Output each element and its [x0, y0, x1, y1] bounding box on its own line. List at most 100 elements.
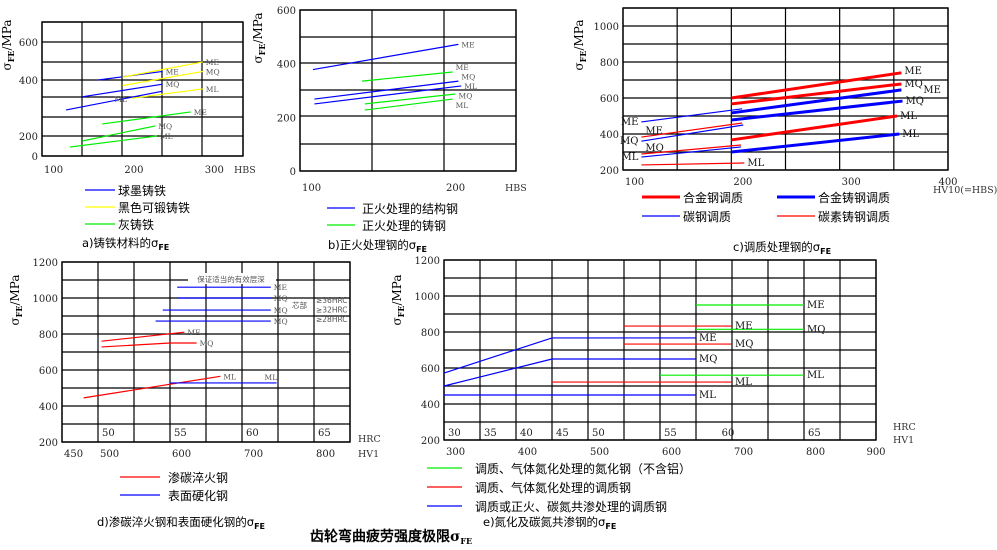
grid [41, 21, 244, 157]
annotation-bg [188, 273, 276, 284]
x-tick-label: 700 [734, 447, 753, 458]
y-tick-label: 1000 [33, 294, 58, 305]
curve-me [731, 71, 902, 100]
legend-item: 调质、气体氮化处理的调质钢 [427, 480, 631, 495]
y-axis-label-subscript: FE [396, 306, 406, 318]
y-tick-label: 600 [600, 94, 619, 105]
curve-mq [122, 70, 203, 87]
caption: b)正火处理钢的σFE [328, 238, 427, 254]
curve-mq [641, 124, 744, 142]
hrc-tick-label: 50 [592, 428, 605, 439]
x-tick-label: 300 [446, 447, 465, 458]
caption-text: c)调质处理钢的σ [733, 240, 820, 254]
grid [622, 7, 949, 171]
grade-label: MQ [274, 317, 288, 326]
x-tick-label: 600 [662, 447, 681, 458]
grid [299, 9, 517, 172]
curve-mq [443, 358, 696, 387]
y-tick-label: 0 [290, 167, 296, 178]
y-axis-label: σFE/MPa [8, 274, 24, 325]
curve-ml [66, 90, 163, 111]
legend-label: 渗碳淬火钢 [168, 470, 228, 485]
caption-subscript: FE [605, 522, 616, 531]
series-1: ME MQ ML [66, 67, 179, 111]
x-tick-label: 300 [842, 177, 861, 188]
legend-label: 表面硬化钢 [168, 489, 228, 503]
curve-ml [314, 85, 462, 105]
hrc-tick-label: 30 [448, 428, 461, 439]
x-tick-label: 100 [625, 177, 644, 188]
x-tick-label: 400 [938, 177, 957, 188]
x-axis-label: HV10(=HBS) [933, 185, 997, 196]
y-axis-label: σFE/MPa [390, 274, 406, 325]
grade-label: ML [114, 95, 127, 104]
x-tick-label: 500 [590, 447, 609, 458]
hrc-tick-label: 65 [808, 428, 821, 439]
caption: a)铸铁材料的σFE [82, 236, 169, 252]
legend-item: 调质、气体氮化处理的氮化钢（不含铝） [427, 461, 691, 476]
grade-label: ML [735, 377, 752, 388]
legend-item: 球墨铸铁 [85, 183, 166, 198]
legend-item: 碳钢调质 [642, 210, 731, 224]
x-tick-label: 500 [100, 449, 119, 460]
grade-label: ME [904, 66, 922, 77]
y-axis-label-unit: /MPa [390, 274, 404, 305]
x-axis-label: HBS [234, 165, 256, 176]
curve-me [443, 337, 696, 374]
grade-label: MQ [158, 122, 172, 131]
legend-label: 黑色可锻铸铁 [118, 200, 190, 215]
legend-item: 正火处理的铸钢 [327, 218, 446, 233]
series-3: ME MQ ML [443, 333, 717, 401]
grade-label: ML [160, 132, 173, 141]
legend-item: 碳素铸钢调质 [777, 209, 890, 224]
legend-item: 表面硬化钢 [120, 489, 228, 503]
series-1: ME MQ ML [660, 300, 825, 381]
x-tick-label: 200 [446, 183, 465, 194]
legend-item: 渗碳淬火钢 [120, 470, 228, 485]
curve-mq [641, 144, 742, 155]
curve-mq [731, 82, 902, 106]
series-4: ME MQ ML [641, 122, 765, 169]
grade-label: ML [747, 158, 764, 169]
legend-item: 合金铸钢调质 [777, 190, 890, 205]
x-axis-label: HV1 [893, 435, 914, 446]
grade-label: ME [166, 67, 179, 76]
grade-label: ME [187, 328, 200, 337]
y-tick-label: 400 [421, 400, 440, 411]
y-tick-label: 200 [600, 166, 619, 177]
caption-text: d)渗碳淬火钢和表面硬化钢的σ [97, 515, 254, 529]
curve-me [122, 61, 203, 78]
y-tick-label: 1200 [33, 258, 58, 269]
y-tick-label: 200 [277, 113, 296, 124]
y-tick-label: 1000 [415, 292, 440, 303]
y-tick-label: 400 [600, 130, 619, 141]
y-axis-label-unit: /MPa [0, 19, 14, 50]
y-tick-label: 200 [19, 132, 38, 143]
curve-mq [82, 125, 156, 142]
chart-e: 200 400 600 800 1000 1200 300 400 500 600 700 800 90… [390, 256, 916, 531]
hrc-tick-label: 35 [484, 428, 497, 439]
grade-label: MQ [274, 306, 288, 315]
legend-label: 正火处理的铸钢 [362, 218, 446, 233]
core-label: 芯部 [292, 300, 307, 310]
x-tick-label: 100 [302, 183, 321, 194]
grade-label: ML [699, 390, 716, 401]
y-axis-label-text: σ [390, 317, 404, 325]
legend-item: 调质或正火、碳氮共渗处理的调质钢 [427, 499, 667, 514]
y-tick-label: 600 [19, 38, 38, 49]
grade-label: MQ [699, 354, 717, 365]
hrc-tick-label: 60 [246, 428, 259, 439]
y-axis-label-text: σ [8, 317, 22, 325]
x-tick-label: 300 [205, 165, 224, 176]
y-tick-label: 1000 [594, 22, 619, 33]
x-axis-label: HBS [505, 183, 527, 194]
grade-label: MQ [735, 339, 753, 350]
curve-mq [82, 83, 163, 98]
hrc-tick-label: 55 [174, 428, 187, 439]
legend-label: 正火处理的结构钢 [362, 201, 458, 216]
